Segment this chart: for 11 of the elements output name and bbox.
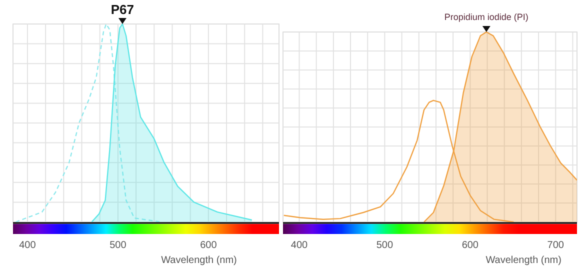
x-tick-label: 400 xyxy=(19,240,36,251)
chart-title: Propidium iodide (PI) xyxy=(444,12,528,22)
chart-title: P67 xyxy=(110,2,134,17)
x-tick-label: 700 xyxy=(547,240,564,251)
x-axis-title: Wavelength (nm) xyxy=(486,255,562,266)
x-tick-label: 600 xyxy=(462,240,479,251)
x-tick-label: 600 xyxy=(200,240,218,251)
x-tick-label: 400 xyxy=(290,240,308,251)
x-tick-label: 500 xyxy=(376,240,394,251)
x-tick-label: 500 xyxy=(110,240,127,251)
x-axis-title: Wavelength (nm) xyxy=(161,255,237,266)
